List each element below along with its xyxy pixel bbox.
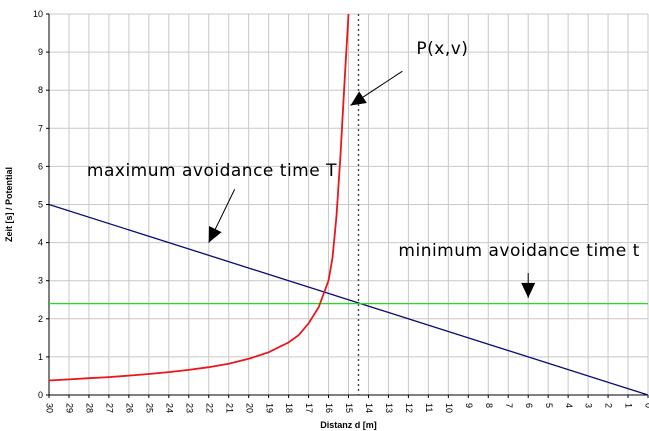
y-tick-label: 5 [38,200,43,210]
y-tick-label: 10 [33,9,43,19]
x-tick-label: 11 [424,403,434,412]
x-tick-label: 26 [124,403,134,413]
x-tick-label: 15 [344,403,354,413]
y-tick-label: 4 [38,238,43,248]
y-tick-label: 8 [38,85,43,95]
x-tick-label: 29 [65,403,75,413]
y-tick-label: 7 [38,123,43,133]
x-tick-label: 5 [544,403,554,408]
series [48,13,649,396]
x-tick-label: 22 [204,403,214,413]
series-max-avoidance [48,203,649,396]
y-tick-label: 3 [38,276,43,286]
x-tick-label: 23 [184,403,194,413]
annotation-max-label: maximum avoidance time T [87,161,337,181]
x-tick-label: 6 [524,403,534,408]
series-potential [48,13,350,382]
y-tick-label: 2 [38,314,43,324]
annotations: P(x,v) maximum avoidance time T minimum … [87,39,639,298]
x-tick-label: 30 [45,403,55,413]
x-tick-label: 21 [224,403,234,413]
x-tick-label: 16 [324,403,334,413]
x-tick-label: 27 [105,403,115,413]
x-tick-label: 28 [85,403,95,413]
x-tick-label: 8 [484,403,494,408]
y-tick-label: 6 [38,161,43,171]
y-axis-label: Zeit [s] / Potential [4,167,14,242]
annotation-min-arrowhead [521,282,536,298]
x-tick-label: 9 [464,403,474,408]
x-tick-label: 2 [604,403,614,408]
x-tick-label: 25 [144,403,154,413]
x-tick-label: 4 [564,403,574,408]
x-tick-label: 17 [304,403,314,413]
x-tick-label: 10 [444,403,454,413]
x-tick-label: 14 [364,403,374,413]
x-tick-label: 7 [504,403,514,408]
x-tick-label: 24 [164,403,174,413]
annotation-p-arrowhead [350,91,367,106]
x-tick-label: 3 [584,403,594,408]
x-tick-label: 19 [264,403,274,413]
annotation-max-arrowhead [208,226,222,243]
x-tick-label: 12 [404,403,414,413]
x-tick-label: 1 [624,403,634,408]
x-tick-label: 13 [384,403,394,413]
annotation-min-label: minimum avoidance time t [398,241,639,261]
x-axis-label: Distanz d [m] [320,420,377,430]
x-tick-label: 20 [244,403,254,413]
x-tick-label: 18 [284,403,294,413]
x-tick-label: 0 [644,403,649,408]
y-tick-label: 1 [38,352,43,362]
annotation-p-label: P(x,v) [416,39,468,59]
grid [48,13,649,396]
y-tick-label: 9 [38,47,43,57]
y-tick-label: 0 [38,390,43,400]
